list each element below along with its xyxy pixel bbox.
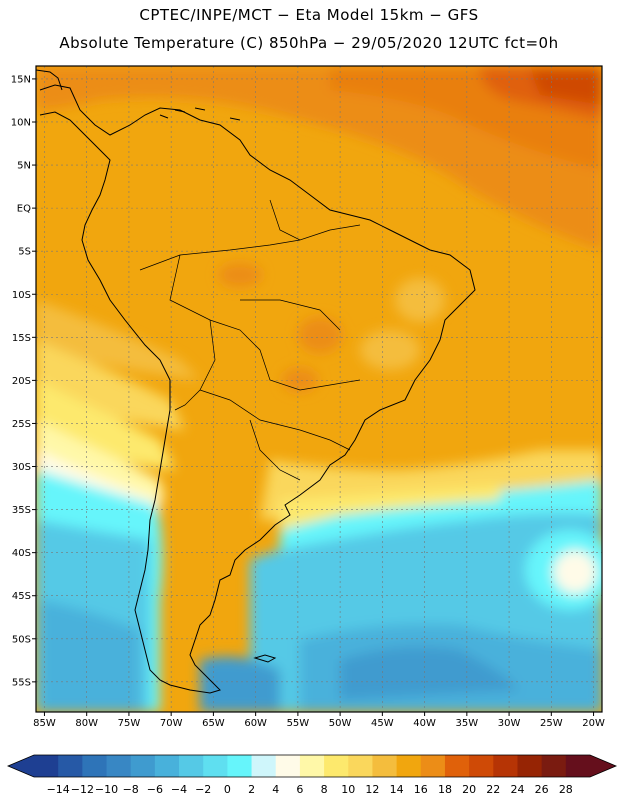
color-swatch <box>82 755 108 777</box>
colorbar-label: 10 <box>341 783 355 796</box>
lon-tick-label: 55W <box>287 718 310 729</box>
color-swatch <box>372 755 398 777</box>
color-swatch <box>396 755 422 777</box>
lon-tick-label: 85W <box>33 718 56 729</box>
lat-tick-label: 25S <box>12 419 31 430</box>
color-swatch <box>324 755 349 777</box>
color-swatch <box>493 755 518 777</box>
colorbar-label: 18 <box>438 783 452 796</box>
colorbar-label: 4 <box>272 783 279 796</box>
color-swatch <box>541 755 567 777</box>
lon-tick-label: 40W <box>413 718 436 729</box>
map-frame <box>35 65 603 713</box>
lat-tick-label: 15N <box>11 74 31 85</box>
colorbar-label: 26 <box>535 783 549 796</box>
title-line-1: CPTEC/INPE/MCT − Eta Model 15km − GFS <box>139 6 479 24</box>
colorbar-label: 28 <box>559 783 573 796</box>
color-swatch <box>154 755 180 777</box>
lat-tick-label: 5N <box>17 161 31 172</box>
colorbar-right-arrow <box>590 755 616 777</box>
lon-tick-label: 30W <box>498 718 521 729</box>
lat-tick-label: 55S <box>12 677 31 688</box>
lon-tick-label: 60W <box>244 718 267 729</box>
color-swatch <box>203 755 228 777</box>
latitude-axis: 15N 10N 5N EQ 5S 10S 15S 20S 25S 30S 35S 40S 45S 50S 5… <box>11 74 36 688</box>
colorbar-label: −2 <box>195 783 211 796</box>
color-swatch <box>130 755 156 777</box>
colorbar-label: 16 <box>414 783 428 796</box>
color-swatch <box>275 755 301 777</box>
color-swatch <box>469 755 494 777</box>
lat-tick-label: 35S <box>12 505 31 516</box>
colorbar-label: 2 <box>248 783 255 796</box>
lon-tick-label: 70W <box>160 718 183 729</box>
colorbar-label: 14 <box>390 783 404 796</box>
color-swatch <box>34 755 59 777</box>
lon-tick-label: 35W <box>456 718 479 729</box>
colorbar-label: 0 <box>224 783 231 796</box>
lat-tick-label: 45S <box>12 591 31 602</box>
lat-tick-label: EQ <box>17 204 31 215</box>
lon-tick-label: 25W <box>540 718 563 729</box>
colorbar-label: −4 <box>171 783 187 796</box>
color-swatch <box>565 755 591 777</box>
colorbar-label: 8 <box>321 783 328 796</box>
colorbar-label: 24 <box>510 783 524 796</box>
color-swatch <box>58 755 83 777</box>
lon-tick-label: 65W <box>202 718 225 729</box>
longitude-axis: 85W 80W 75W 70W 65W 60W 55W 50W 45W 40W 35W 30W 25W 2… <box>33 712 605 729</box>
lon-tick-label: 75W <box>118 718 141 729</box>
colorbar-label: 20 <box>462 783 476 796</box>
colorbar-left-arrow <box>8 755 34 777</box>
title-line-2: Absolute Temperature (C) 850hPa − 29/05/… <box>59 34 559 52</box>
lon-tick-label: 20W <box>582 718 605 729</box>
color-swatch <box>348 755 373 777</box>
south-america-coastline <box>39 84 476 694</box>
lat-tick-label: 40S <box>12 548 31 559</box>
lat-tick-label: 10N <box>11 117 31 128</box>
caribbean-islands <box>159 107 241 121</box>
color-swatch <box>106 755 132 777</box>
lon-tick-label: 80W <box>75 718 98 729</box>
color-swatch <box>227 755 253 777</box>
color-swatch <box>420 755 446 777</box>
color-swatch <box>299 755 325 777</box>
central-america-coastline <box>36 69 63 91</box>
lat-tick-label: 30S <box>12 462 31 473</box>
lat-tick-label: 5S <box>18 247 31 258</box>
lat-tick-label: 20S <box>12 376 31 387</box>
lat-tick-label: 10S <box>12 290 31 301</box>
temperature-field <box>36 66 602 712</box>
lon-tick-label: 45W <box>371 718 394 729</box>
colorbar-label: −8 <box>123 783 139 796</box>
lon-tick-label: 50W <box>329 718 352 729</box>
colorbar-label: 12 <box>365 783 379 796</box>
lat-tick-label: 15S <box>12 333 31 344</box>
coastlines <box>36 69 476 694</box>
colorbar-label: 6 <box>296 783 303 796</box>
color-swatch <box>179 755 204 777</box>
color-scale: −14 −12 −10 −8 −6 −4 −2 0 2 4 6 8 10 12 14 16 18 20 22 24 26… <box>6 754 618 796</box>
colorbar-label: −12 <box>71 783 94 796</box>
color-swatch <box>517 755 543 777</box>
color-swatch <box>251 755 277 777</box>
colorbar-label: −6 <box>147 783 163 796</box>
colorbar-label: −10 <box>95 783 118 796</box>
country-borders <box>139 199 361 481</box>
lat-tick-label: 50S <box>12 634 31 645</box>
falkland-islands <box>253 654 277 663</box>
colorbar-label: −14 <box>47 783 70 796</box>
color-swatch <box>444 755 470 777</box>
graticule <box>36 66 602 712</box>
colorbar-label: 22 <box>486 783 500 796</box>
